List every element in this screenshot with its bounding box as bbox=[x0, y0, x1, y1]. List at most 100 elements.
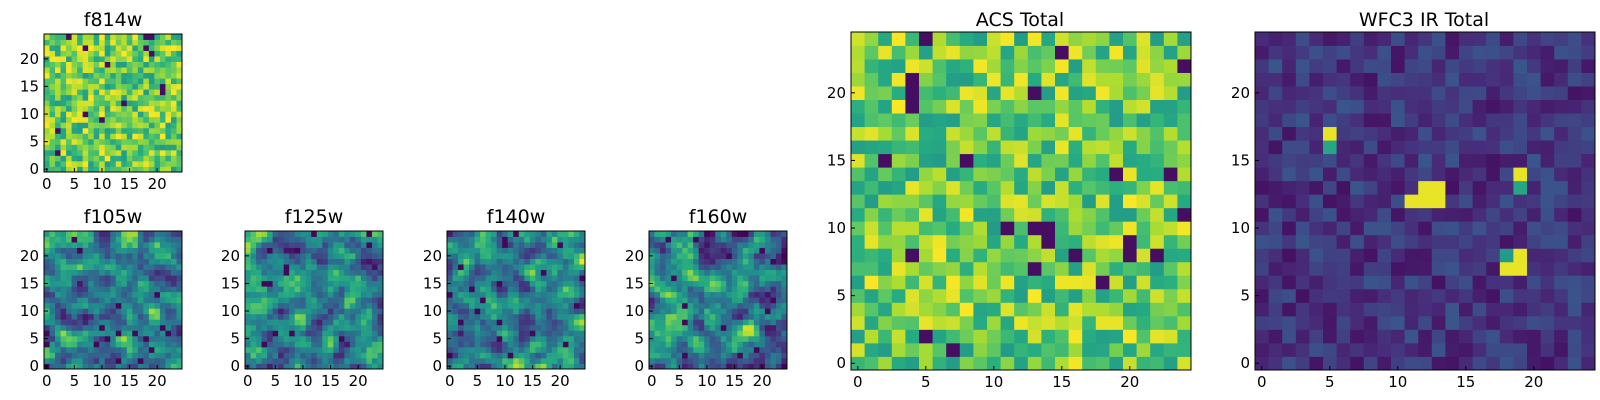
heatmap-cell bbox=[1082, 126, 1097, 141]
heatmap-cell bbox=[82, 346, 89, 353]
heatmap-cell bbox=[1431, 288, 1446, 303]
heatmap-cell bbox=[502, 291, 509, 298]
heatmap-cell bbox=[165, 133, 172, 140]
heatmap-cell bbox=[671, 275, 677, 282]
y-tick-label: 20 bbox=[625, 247, 644, 265]
heatmap-cell bbox=[1554, 207, 1569, 222]
heatmap-cell bbox=[474, 319, 481, 326]
heatmap-cell bbox=[250, 308, 257, 315]
heatmap-cell bbox=[491, 236, 498, 243]
heatmap-cell bbox=[452, 275, 459, 282]
heatmap-cell bbox=[1000, 126, 1015, 141]
heatmap-cell bbox=[1527, 140, 1541, 155]
heatmap-cell bbox=[88, 155, 95, 162]
heatmap-cell bbox=[513, 324, 520, 331]
heatmap-cell bbox=[132, 83, 139, 90]
heatmap-cell bbox=[176, 149, 183, 156]
heatmap-cell bbox=[77, 291, 84, 298]
heatmap-cell bbox=[687, 253, 694, 259]
heatmap-cell bbox=[452, 330, 459, 337]
heatmap-cell bbox=[44, 127, 50, 134]
heatmap-cell bbox=[775, 264, 782, 271]
heatmap-cell bbox=[1041, 221, 1056, 236]
heatmap-cell bbox=[1323, 99, 1337, 114]
heatmap-cell bbox=[256, 286, 262, 293]
heatmap-cell bbox=[355, 330, 362, 337]
y-tick-label: 10 bbox=[20, 302, 39, 320]
heatmap-cell bbox=[267, 335, 273, 342]
heatmap-cell bbox=[143, 155, 150, 162]
heatmap-cell bbox=[82, 324, 89, 331]
heatmap-cell bbox=[333, 231, 340, 237]
heatmap-cell bbox=[1554, 99, 1569, 114]
heatmap-cell bbox=[49, 89, 56, 96]
heatmap-cell bbox=[300, 297, 307, 304]
heatmap-cell bbox=[1486, 288, 1501, 303]
heatmap-cell bbox=[1445, 288, 1460, 303]
heatmap-cell bbox=[132, 89, 139, 96]
heatmap-cell bbox=[377, 286, 384, 293]
heatmap-cell bbox=[1041, 180, 1056, 195]
heatmap-cell bbox=[77, 357, 84, 364]
heatmap-cell bbox=[469, 264, 475, 271]
heatmap-cell bbox=[480, 302, 487, 309]
heatmap-cell bbox=[447, 269, 453, 276]
heatmap-cell bbox=[143, 319, 150, 326]
heatmap-cell bbox=[44, 242, 50, 248]
heatmap-cell bbox=[753, 286, 760, 293]
heatmap-cell bbox=[474, 302, 481, 309]
heatmap-cell bbox=[654, 302, 661, 309]
heatmap-cell bbox=[932, 113, 947, 128]
heatmap-cell bbox=[1323, 207, 1337, 222]
heatmap-cell bbox=[1095, 221, 1110, 236]
heatmap-cell bbox=[82, 67, 89, 74]
heatmap-cell bbox=[1163, 302, 1178, 317]
heatmap-cell bbox=[88, 67, 95, 74]
heatmap-cell bbox=[496, 346, 503, 353]
heatmap-cell bbox=[132, 50, 139, 57]
heatmap-cell bbox=[480, 280, 487, 287]
heatmap-cell bbox=[496, 330, 503, 337]
heatmap-cell bbox=[82, 308, 89, 315]
heatmap-cell bbox=[104, 264, 111, 271]
heatmap-cell bbox=[93, 50, 100, 57]
heatmap-cell bbox=[1567, 86, 1582, 100]
heatmap-cell bbox=[1068, 261, 1083, 276]
heatmap-cell bbox=[1567, 261, 1582, 276]
heatmap-cell bbox=[660, 258, 666, 265]
heatmap-cell bbox=[687, 269, 694, 276]
heatmap-cell bbox=[891, 288, 906, 303]
heatmap-cell bbox=[322, 363, 329, 370]
axes-frame-f814w bbox=[43, 33, 183, 173]
heatmap-cell bbox=[568, 297, 575, 304]
heatmap-cell bbox=[1581, 261, 1596, 276]
heatmap-cell bbox=[709, 346, 716, 353]
heatmap-cell bbox=[283, 264, 290, 271]
heatmap-cell bbox=[513, 242, 520, 248]
heatmap-cell bbox=[121, 138, 128, 145]
heatmap-cell bbox=[88, 280, 95, 287]
heatmap-cell bbox=[137, 330, 144, 337]
heatmap-cell bbox=[355, 286, 362, 293]
heatmap-cell bbox=[77, 330, 84, 337]
heatmap-cell bbox=[1323, 234, 1337, 249]
heatmap-cell bbox=[305, 258, 312, 265]
heatmap-cell bbox=[715, 253, 722, 259]
heatmap-cell bbox=[77, 72, 84, 79]
heatmap-cell bbox=[71, 160, 78, 167]
heatmap-cell bbox=[447, 341, 453, 348]
heatmap-cell bbox=[49, 72, 56, 79]
heatmap-cell bbox=[289, 286, 296, 293]
heatmap-cell bbox=[737, 247, 744, 254]
heatmap-cell bbox=[71, 286, 78, 293]
heatmap-cell bbox=[66, 34, 72, 40]
heatmap-cell bbox=[851, 329, 865, 344]
heatmap-cell bbox=[311, 280, 318, 287]
heatmap-cell bbox=[518, 335, 525, 342]
heatmap-cell bbox=[66, 149, 72, 156]
heatmap-cell bbox=[377, 324, 384, 331]
heatmap-cell bbox=[905, 45, 920, 60]
heatmap-cell bbox=[143, 100, 150, 107]
heatmap-cell bbox=[704, 319, 711, 326]
heatmap-cell bbox=[1082, 59, 1097, 73]
